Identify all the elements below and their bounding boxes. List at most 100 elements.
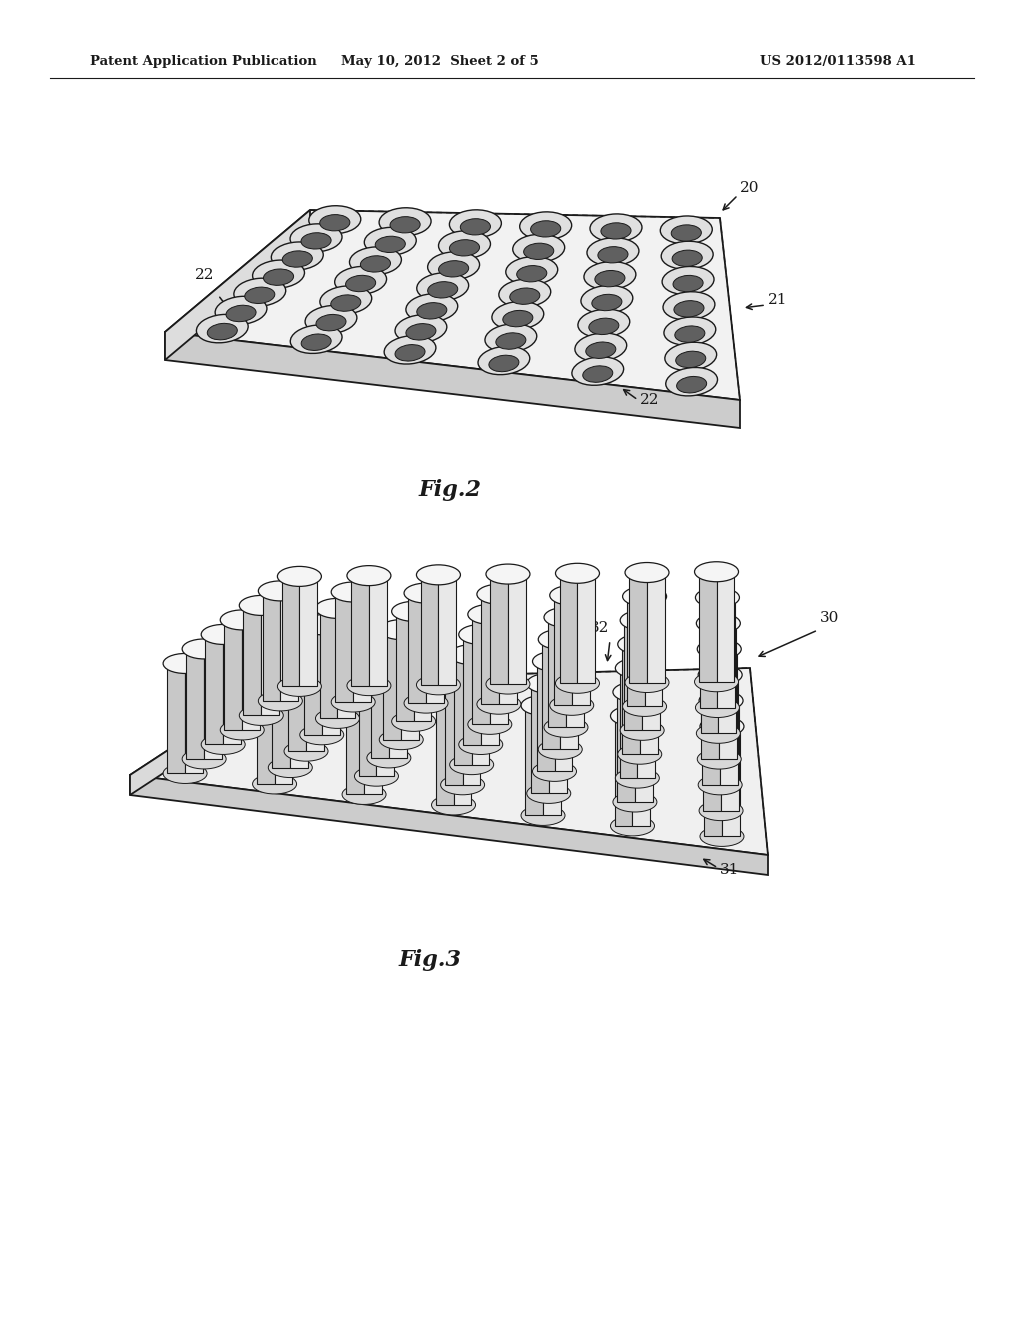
Ellipse shape (477, 694, 521, 714)
Polygon shape (560, 639, 579, 750)
Ellipse shape (699, 801, 743, 821)
Polygon shape (383, 630, 401, 739)
Polygon shape (262, 591, 281, 701)
Polygon shape (721, 701, 739, 810)
Ellipse shape (240, 595, 284, 615)
Polygon shape (243, 620, 260, 730)
Polygon shape (377, 667, 394, 776)
Ellipse shape (673, 276, 703, 292)
Ellipse shape (347, 566, 391, 586)
Ellipse shape (450, 644, 494, 665)
Ellipse shape (226, 305, 256, 322)
Ellipse shape (450, 210, 502, 238)
Polygon shape (288, 642, 306, 751)
Ellipse shape (615, 768, 659, 788)
Ellipse shape (263, 269, 294, 285)
Ellipse shape (660, 216, 713, 244)
Ellipse shape (671, 224, 701, 242)
Ellipse shape (360, 256, 390, 272)
Polygon shape (703, 701, 721, 810)
Ellipse shape (571, 356, 624, 385)
Polygon shape (130, 775, 768, 875)
Polygon shape (481, 594, 499, 704)
Polygon shape (560, 573, 578, 684)
Polygon shape (548, 618, 566, 727)
Ellipse shape (664, 317, 716, 346)
Ellipse shape (526, 673, 570, 693)
Ellipse shape (268, 648, 312, 668)
Polygon shape (338, 609, 355, 718)
Polygon shape (438, 574, 457, 685)
Polygon shape (463, 675, 480, 785)
Ellipse shape (555, 564, 599, 583)
Ellipse shape (700, 826, 744, 846)
Ellipse shape (253, 664, 297, 684)
Ellipse shape (375, 236, 406, 252)
Polygon shape (396, 611, 414, 721)
Ellipse shape (700, 717, 744, 737)
Polygon shape (635, 692, 652, 803)
Ellipse shape (617, 744, 662, 764)
Ellipse shape (331, 294, 360, 312)
Ellipse shape (300, 725, 344, 744)
Polygon shape (358, 667, 377, 776)
Ellipse shape (309, 206, 360, 234)
Ellipse shape (284, 631, 328, 651)
Ellipse shape (207, 323, 238, 339)
Polygon shape (351, 576, 369, 685)
Ellipse shape (544, 717, 588, 738)
Ellipse shape (666, 367, 718, 396)
Ellipse shape (438, 260, 469, 277)
Ellipse shape (163, 763, 207, 784)
Ellipse shape (384, 335, 436, 364)
Polygon shape (322, 624, 340, 735)
Ellipse shape (417, 565, 461, 585)
Polygon shape (719, 649, 737, 759)
Ellipse shape (461, 219, 490, 235)
Ellipse shape (663, 292, 715, 319)
Ellipse shape (258, 581, 302, 601)
Ellipse shape (284, 741, 328, 762)
Ellipse shape (676, 351, 706, 368)
Ellipse shape (354, 656, 398, 676)
Ellipse shape (672, 249, 702, 267)
Ellipse shape (492, 301, 544, 330)
Ellipse shape (406, 293, 458, 322)
Ellipse shape (365, 227, 416, 255)
Ellipse shape (290, 224, 342, 252)
Ellipse shape (621, 721, 665, 741)
Ellipse shape (331, 582, 375, 602)
Polygon shape (700, 623, 719, 734)
Ellipse shape (431, 685, 475, 705)
Text: Fig.3: Fig.3 (398, 949, 462, 972)
Polygon shape (543, 705, 561, 816)
Ellipse shape (532, 762, 577, 781)
Polygon shape (165, 210, 740, 400)
Polygon shape (701, 649, 719, 759)
Polygon shape (401, 630, 419, 739)
Text: May 10, 2012  Sheet 2 of 5: May 10, 2012 Sheet 2 of 5 (341, 55, 539, 69)
Ellipse shape (550, 585, 594, 606)
Ellipse shape (615, 659, 659, 678)
Ellipse shape (694, 562, 738, 582)
Ellipse shape (486, 675, 530, 694)
Polygon shape (274, 675, 293, 784)
Ellipse shape (391, 602, 435, 622)
Ellipse shape (521, 805, 565, 825)
Ellipse shape (589, 318, 618, 334)
Ellipse shape (521, 696, 565, 715)
Ellipse shape (595, 271, 625, 286)
Ellipse shape (584, 261, 636, 289)
Polygon shape (306, 642, 324, 751)
Ellipse shape (406, 323, 436, 341)
Polygon shape (336, 591, 353, 702)
Text: 31: 31 (720, 863, 739, 876)
Ellipse shape (698, 775, 742, 795)
Ellipse shape (662, 242, 713, 269)
Ellipse shape (404, 693, 449, 713)
Polygon shape (571, 595, 590, 705)
Ellipse shape (478, 346, 529, 375)
Ellipse shape (220, 610, 264, 630)
Ellipse shape (301, 232, 331, 249)
Polygon shape (371, 648, 389, 758)
